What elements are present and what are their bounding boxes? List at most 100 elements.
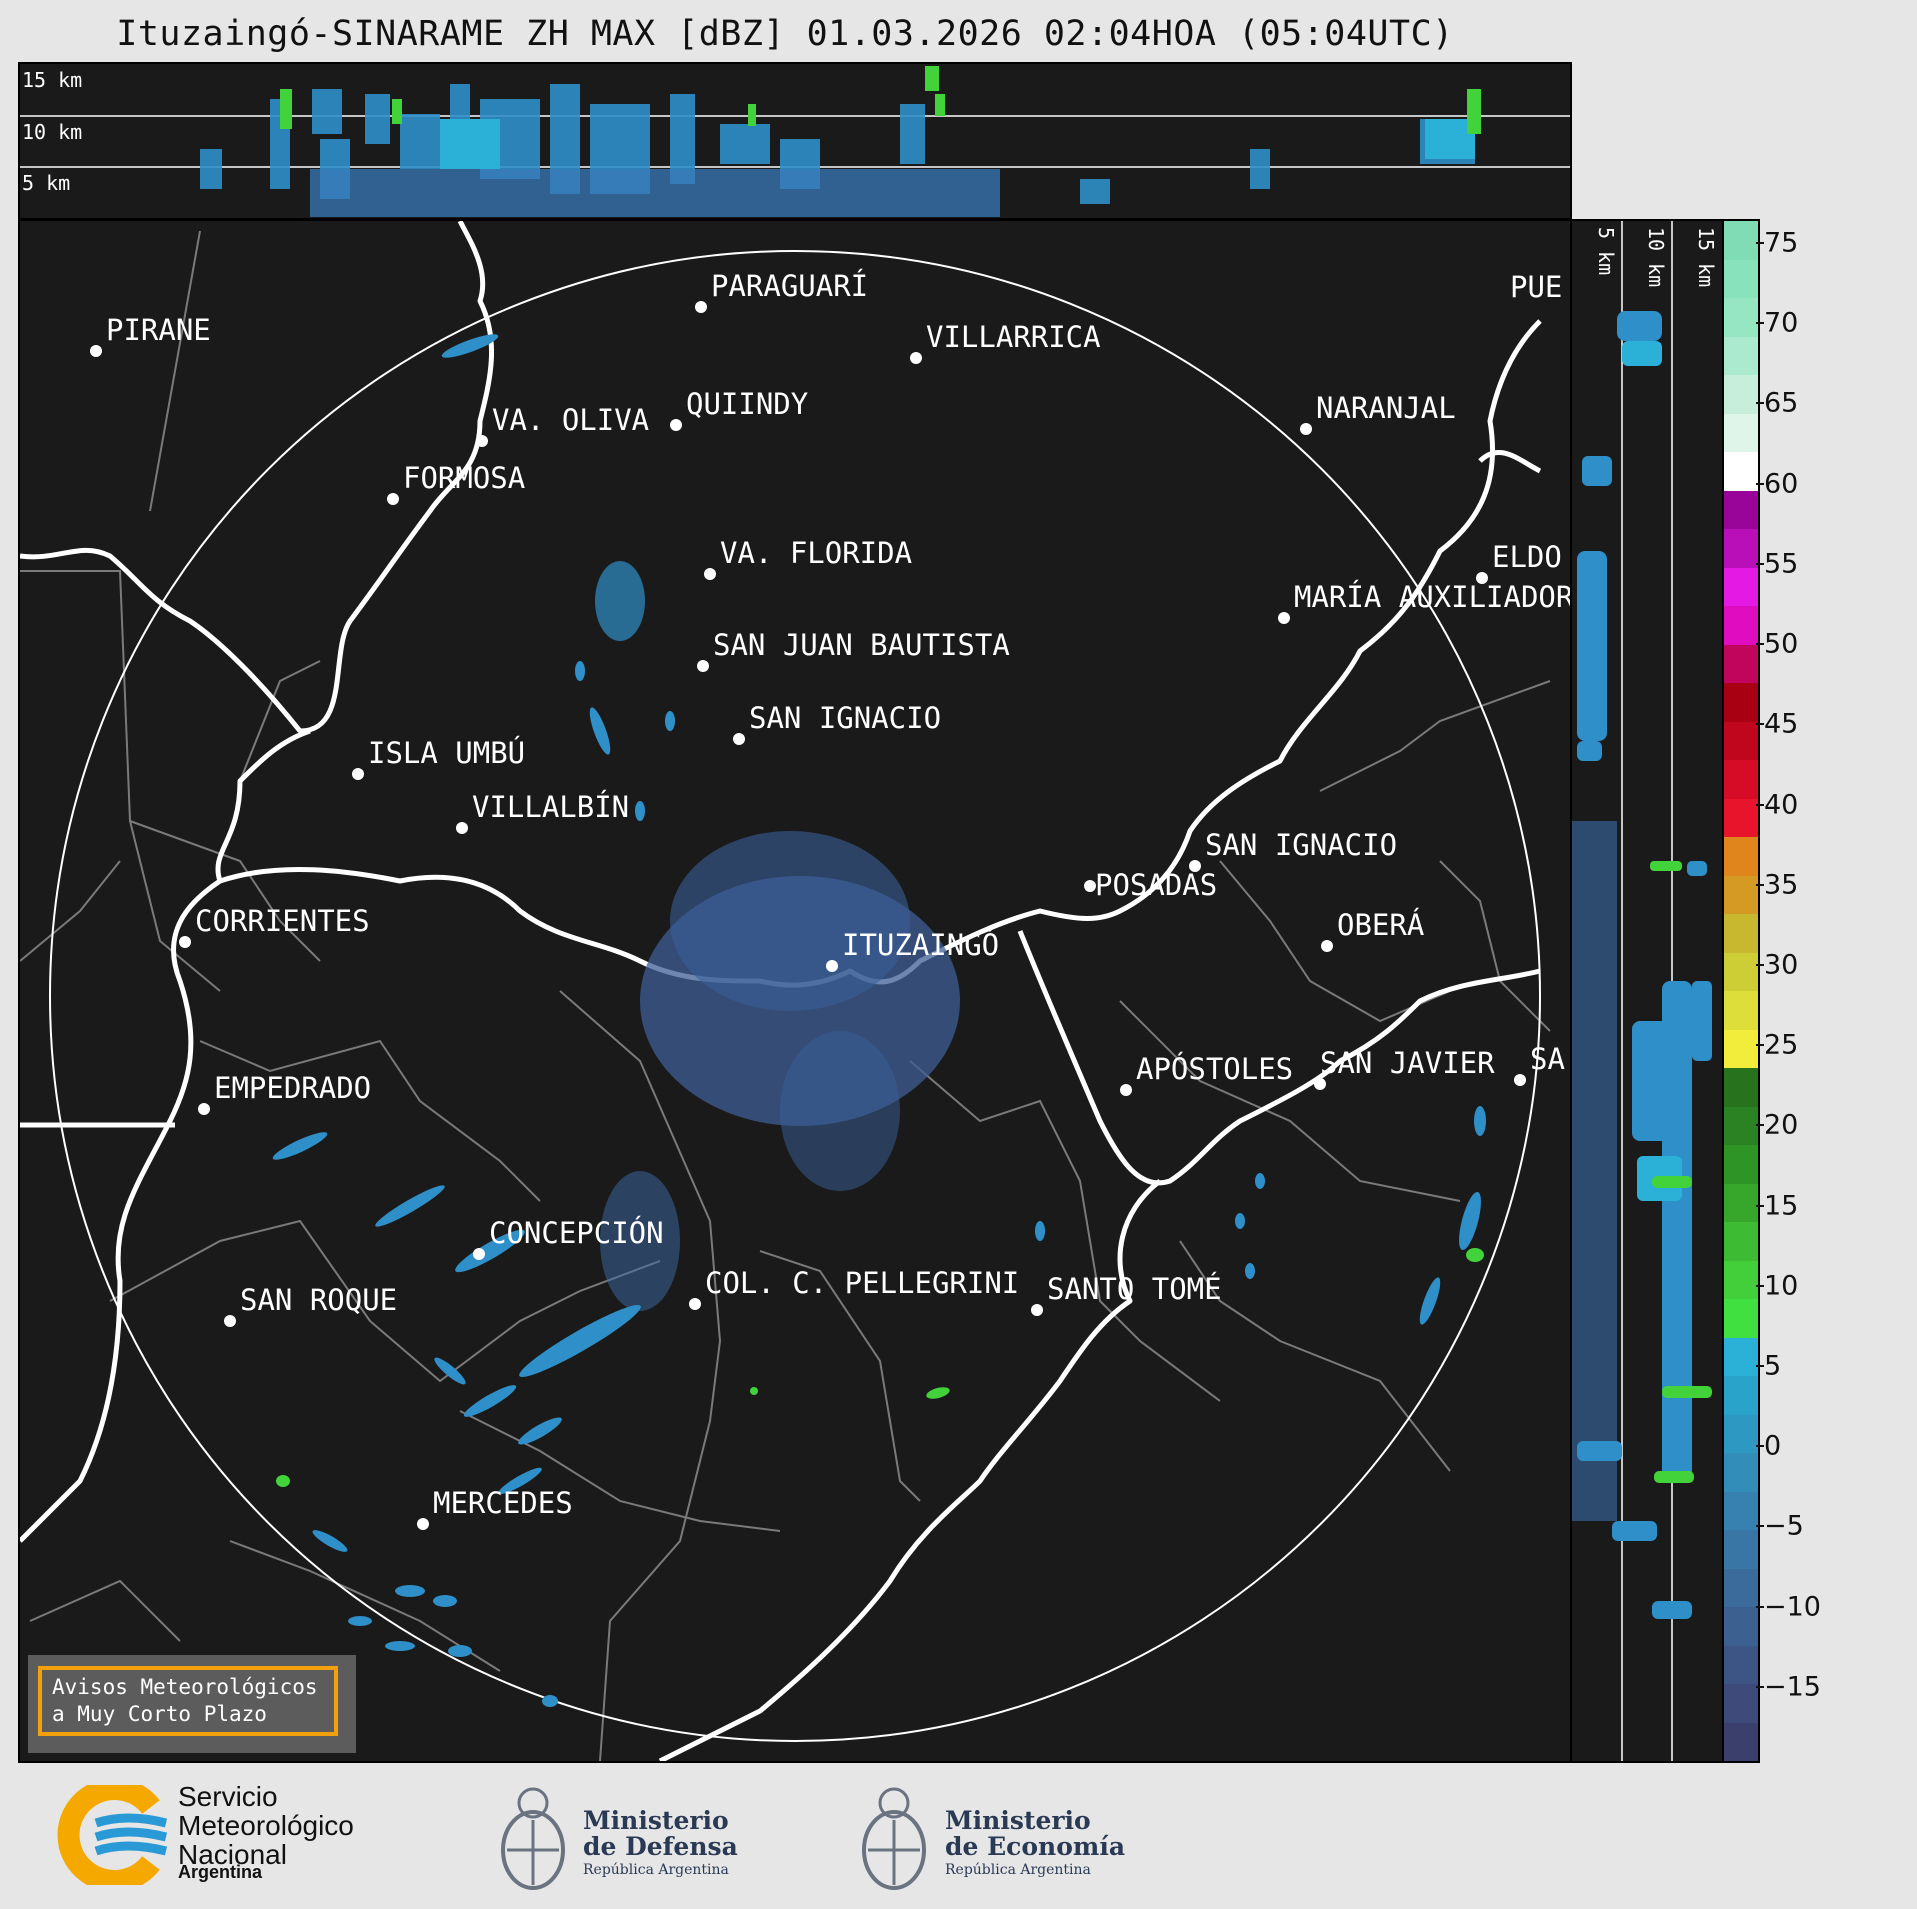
colorbar-segment — [1724, 1568, 1758, 1607]
warning-box — [28, 1655, 356, 1753]
colorbar-segment — [1724, 1106, 1758, 1145]
colorbar-tick-mark — [1756, 1044, 1764, 1047]
side-label-10km: 10 km — [1644, 227, 1668, 288]
city-va-oliva: VA. OLIVA — [492, 403, 649, 437]
city-posadas: POSADAS — [1095, 868, 1217, 902]
colorbar-segment — [1724, 836, 1758, 876]
colorbar-segment — [1724, 1183, 1758, 1222]
colorbar-segment — [1724, 605, 1758, 645]
colorbar-tick-label: 55 — [1764, 548, 1799, 580]
city-maria-auxiliador: MARÍA AUXILIADOR — [1294, 580, 1570, 614]
colorbar-segment — [1724, 336, 1758, 375]
colorbar-tick-label: 30 — [1764, 949, 1799, 981]
colorbar-segment — [1724, 221, 1758, 260]
colorbar-segment — [1724, 528, 1758, 568]
colorbar-tick-mark — [1756, 803, 1764, 806]
colorbar-segment — [1724, 913, 1758, 953]
defensa-line-1: Ministerio — [583, 1806, 729, 1835]
colorbar-segment — [1724, 1067, 1758, 1107]
colorbar-segment — [1724, 721, 1758, 760]
colorbar-segment — [1724, 297, 1758, 337]
colorbar-segment — [1724, 1683, 1758, 1723]
colorbar-segment — [1724, 1414, 1758, 1453]
colorbar-segment — [1724, 374, 1758, 414]
colorbar-tick-mark — [1756, 1605, 1764, 1608]
colorbar-segment — [1724, 1221, 1758, 1261]
city-san-ignacio-ar: SAN IGNACIO — [1205, 828, 1397, 862]
colorbar-tick-label: 15 — [1764, 1190, 1799, 1222]
echo-central-cloud — [600, 831, 960, 1311]
colorbar-segment — [1724, 682, 1758, 722]
radar-map-svg: PIRANE PARAGUARÍ VILLARRICA QUIINDY VA. … — [20, 221, 1570, 1761]
colorbar-segment — [1724, 490, 1758, 529]
colorbar-segment — [1724, 798, 1758, 837]
warning-link[interactable]: Avisos Meteorológicos a Muy Corto Plazo — [38, 1666, 338, 1736]
city-santo-tome: SANTO TOMÉ — [1047, 1272, 1222, 1306]
city-sa: SA — [1530, 1042, 1565, 1076]
colorbar-segment — [1724, 759, 1758, 799]
side-label-15km: 15 km — [1694, 227, 1718, 288]
colorbar-tick-label: 70 — [1764, 307, 1799, 339]
colorbar-tick-label: 75 — [1764, 227, 1799, 259]
defensa-seal-icon — [501, 1787, 565, 1890]
city-col-c-pellegrini: COL. C. PELLEGRINI — [705, 1266, 1019, 1300]
top-label-15km: 15 km — [22, 68, 83, 92]
city-san-juan-bautista: SAN JUAN BAUTISTA — [713, 628, 1010, 662]
city-pirane: PIRANE — [106, 313, 211, 347]
colorbar-tick-mark — [1756, 242, 1764, 245]
colorbar-tick-label: 45 — [1764, 708, 1799, 740]
colorbar-tick-label: 50 — [1764, 628, 1799, 660]
dbz-colorbar — [1722, 219, 1760, 1763]
city-pue: PUE — [1510, 270, 1562, 304]
colorbar-tick-mark — [1756, 723, 1764, 726]
top-cross-section: 15 km 10 km 5 km — [18, 62, 1572, 220]
defensa-line-2: de Defensa — [583, 1832, 738, 1861]
colorbar-tick-mark — [1756, 322, 1764, 325]
top-cross-section-plot — [20, 66, 1570, 217]
colorbar-segment — [1724, 1029, 1758, 1068]
city-formosa: FORMOSA — [403, 461, 525, 495]
city-empedrado: EMPEDRADO — [214, 1071, 371, 1105]
colorbar-tick-label: 10 — [1764, 1270, 1799, 1302]
city-obera: OBERÁ — [1337, 908, 1424, 942]
city-naranjal: NARANJAL — [1316, 391, 1456, 425]
smn-country: Argentina — [178, 1862, 263, 1882]
colorbar-segment — [1724, 1645, 1758, 1684]
colorbar-segment — [1724, 1144, 1758, 1184]
smn-line-2: Meteorológico — [178, 1810, 354, 1841]
economia-line-1: Ministerio — [945, 1806, 1091, 1835]
warning-line-2: a Muy Corto Plazo — [52, 1702, 267, 1726]
colorbar-segment — [1724, 1260, 1758, 1299]
colorbar-tick-mark — [1756, 1204, 1764, 1207]
side-label-5km: 5 km — [1594, 227, 1618, 276]
smn-logo-icon — [57, 1785, 168, 1885]
city-villalbin: VILLALBÍN — [472, 790, 629, 824]
colorbar-segment — [1724, 644, 1758, 683]
defensa-name: Ministerio de Defensa — [583, 1808, 738, 1860]
radar-map: PIRANE PARAGUARÍ VILLARRICA QUIINDY VA. … — [18, 219, 1572, 1763]
economia-name: Ministerio de Economía — [945, 1808, 1125, 1860]
colorbar-segment — [1724, 1606, 1758, 1646]
colorbar-tick-label: −10 — [1764, 1591, 1821, 1623]
city-markers — [90, 301, 1526, 1530]
colorbar-tick-mark — [1756, 1364, 1764, 1367]
echo-green-cells — [276, 1248, 1484, 1487]
city-concepcion: CONCEPCIÓN — [489, 1216, 664, 1250]
colorbar-tick-label: 0 — [1764, 1430, 1782, 1462]
rivers-borders — [20, 221, 1542, 1761]
colorbar-tick-label: 20 — [1764, 1109, 1799, 1141]
city-mercedes: MERCEDES — [433, 1486, 573, 1520]
colorbar-segment — [1724, 1298, 1758, 1338]
smn-name: Servicio Meteorológico Nacional — [178, 1782, 354, 1869]
admin-borders — [20, 230, 1551, 1761]
city-labels: PIRANE PARAGUARÍ VILLARRICA QUIINDY VA. … — [106, 269, 1570, 1520]
city-paraguari: PARAGUARÍ — [711, 269, 868, 303]
colorbar-tick-label: −15 — [1764, 1671, 1821, 1703]
colorbar-tick-mark — [1756, 1445, 1764, 1448]
colorbar-segment — [1724, 451, 1758, 491]
smn-line-3: Nacional — [178, 1839, 287, 1870]
colorbar-tick-mark — [1756, 482, 1764, 485]
smn-line-1: Servicio — [178, 1781, 278, 1812]
colorbar-segment — [1724, 990, 1758, 1030]
side-cross-section-plot — [1572, 221, 1712, 1761]
